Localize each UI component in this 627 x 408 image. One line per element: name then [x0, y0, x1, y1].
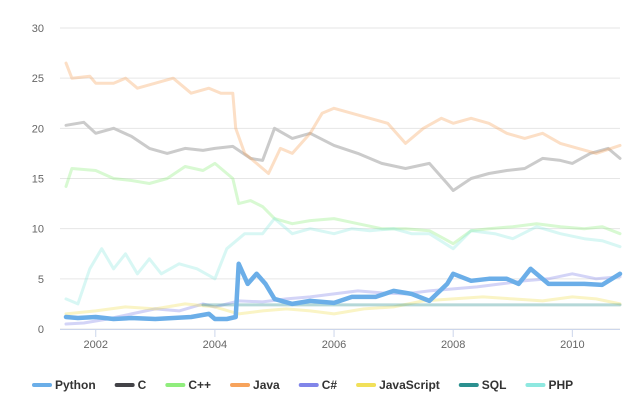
- y-tick-label: 20: [32, 123, 44, 135]
- legend-item-java[interactable]: Java: [230, 378, 280, 392]
- legend: Python C C++ Java C# JavaScript SQL PHP: [32, 378, 573, 392]
- legend-label: PHP: [548, 378, 573, 392]
- x-tick-label: 2008: [441, 339, 465, 351]
- y-tick-label: 25: [32, 73, 44, 85]
- y-tick-label: 30: [32, 23, 44, 35]
- series-line-c-[interactable]: [64, 161, 622, 246]
- legend-label: SQL: [482, 378, 507, 392]
- x-tick-label: 2004: [203, 339, 227, 351]
- y-tick-label: 0: [38, 324, 44, 336]
- legend-label: JavaScript: [379, 378, 440, 392]
- y-tick-label: 15: [32, 174, 44, 186]
- y-tick-label: 10: [32, 224, 44, 236]
- series-line-php[interactable]: [64, 217, 622, 306]
- series-line-javascript[interactable]: [64, 295, 622, 316]
- series-line-python[interactable]: [63, 261, 623, 322]
- legend-label: C#: [322, 378, 338, 392]
- legend-item-c[interactable]: C: [114, 378, 147, 392]
- x-tick-label: 2010: [560, 339, 584, 351]
- legend-label: Python: [55, 378, 96, 392]
- series-line-c-[interactable]: [64, 272, 622, 326]
- series-line-java[interactable]: [64, 61, 622, 175]
- x-tick-label: 2006: [322, 339, 346, 351]
- legend-item-c-[interactable]: C#: [298, 378, 338, 392]
- legend-item-c-[interactable]: C++: [165, 378, 211, 392]
- grid: [60, 27, 620, 330]
- axes: 0 5 10 15 20 25 30 2002 2004 2006 2008 2010: [32, 23, 620, 351]
- series-line-c[interactable]: [64, 120, 622, 192]
- x-tick-label: 2002: [84, 339, 108, 351]
- y-tick-label: 5: [38, 274, 44, 286]
- legend-item-python[interactable]: Python: [32, 378, 96, 392]
- series-lines: [63, 61, 623, 326]
- legend-label: C: [138, 378, 147, 392]
- legend-item-sql[interactable]: SQL: [458, 378, 507, 392]
- legend-label: Java: [253, 378, 280, 392]
- legend-label: C++: [188, 378, 211, 392]
- legend-item-javascript[interactable]: JavaScript: [356, 378, 440, 392]
- legend-item-php[interactable]: PHP: [525, 378, 573, 392]
